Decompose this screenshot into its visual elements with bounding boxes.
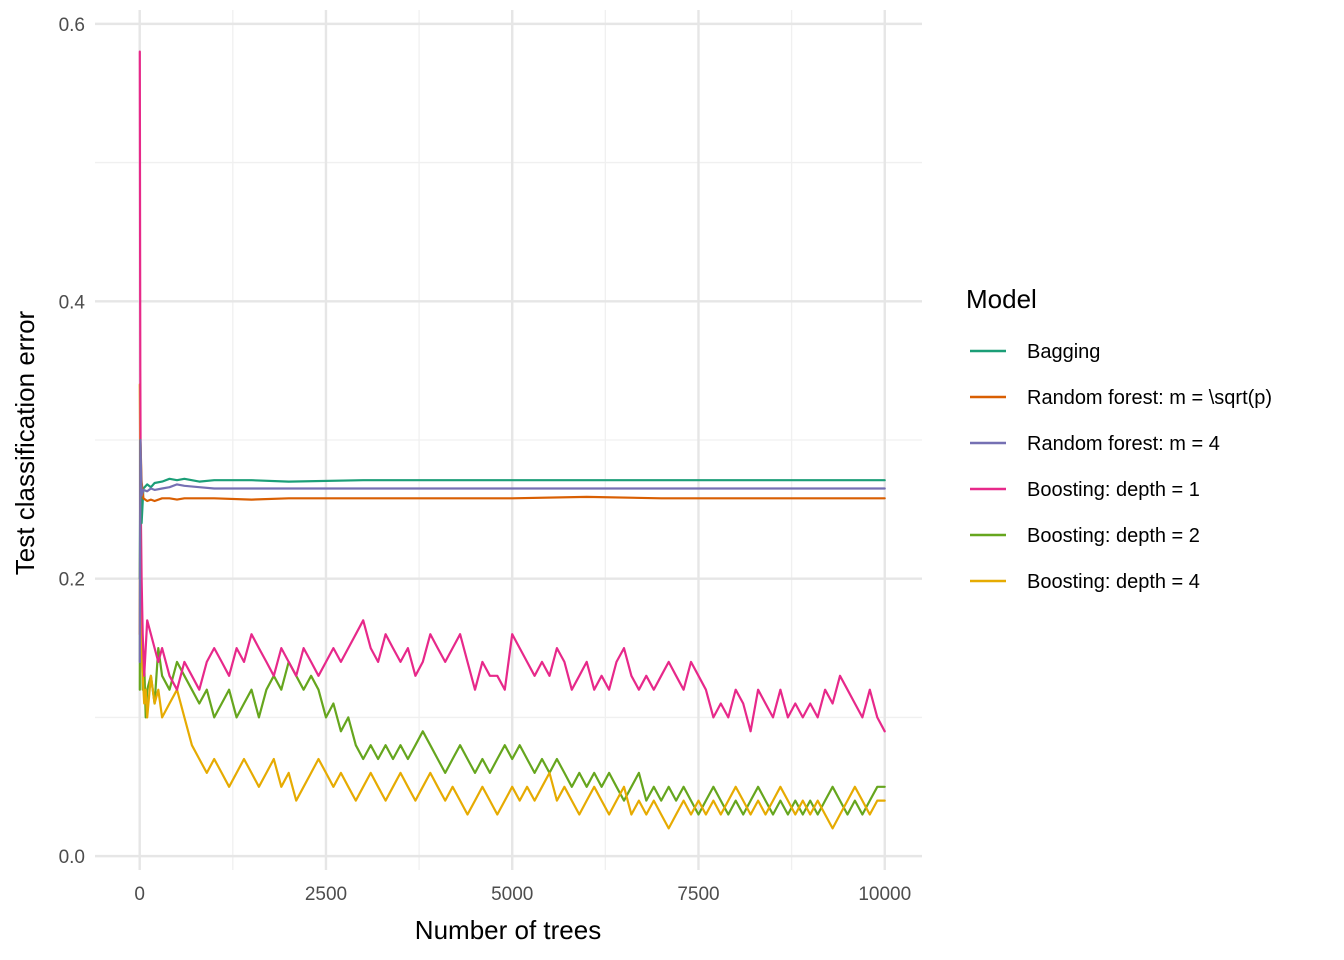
legend: Model Bagging Random forest: m = \sqrt(p)… (966, 284, 1272, 593)
y-tick-label: 0.4 (59, 292, 86, 313)
series-line-2 (138, 438, 886, 664)
legend-label-0: Bagging (1027, 341, 1100, 363)
x-tick-label: 0 (134, 884, 145, 905)
y-axis-ticks: 0.0 0.2 0.4 0.6 (59, 15, 86, 868)
series-line-1 (138, 438, 886, 636)
series-line-0 (138, 438, 886, 580)
series-line-3 (138, 50, 886, 733)
x-tick-label: 5000 (491, 884, 533, 905)
y-tick-label: 0.2 (59, 570, 85, 591)
legend-label-2: Random forest: m = 4 (1027, 433, 1220, 455)
grid-major (95, 10, 922, 870)
x-axis-title: Number of trees (415, 915, 601, 945)
legend-label-5: Boosting: depth = 4 (1027, 571, 1200, 593)
series-line-5 (138, 383, 886, 830)
x-tick-label: 10000 (858, 884, 911, 905)
y-tick-label: 0.6 (59, 15, 85, 36)
grid-minor (95, 10, 922, 870)
y-axis-title: Test classification error (10, 310, 40, 575)
legend-label-1: Random forest: m = \sqrt(p) (1027, 387, 1272, 409)
x-tick-label: 2500 (305, 884, 347, 905)
legend-label-4: Boosting: depth = 2 (1027, 525, 1200, 547)
series-layer (138, 50, 886, 830)
series-line-4 (138, 411, 886, 816)
x-axis-ticks: 0 2500 5000 7500 10000 (134, 884, 911, 905)
legend-label-3: Boosting: depth = 1 (1027, 479, 1200, 501)
legend-title: Model (966, 284, 1037, 314)
y-tick-label: 0.0 (59, 847, 85, 868)
x-tick-label: 7500 (677, 884, 719, 905)
